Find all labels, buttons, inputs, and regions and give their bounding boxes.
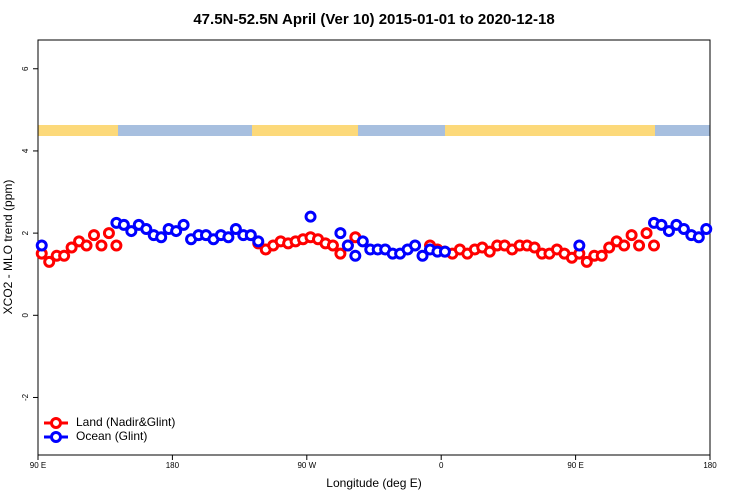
point: [222, 231, 235, 244]
point: [326, 239, 339, 252]
point: [95, 239, 108, 252]
point: [80, 239, 93, 252]
point: [648, 239, 660, 252]
point: [595, 249, 608, 262]
land-segment: [252, 125, 358, 136]
point: [117, 218, 130, 231]
point: [102, 227, 115, 240]
y-tick-label: 6: [21, 66, 30, 71]
point: [170, 225, 183, 238]
y-tick-label: 2: [21, 230, 30, 235]
x-tick-label: 180: [703, 461, 717, 470]
point: [700, 223, 713, 236]
legend-label: Ocean (Glint): [76, 429, 147, 443]
point: [692, 231, 705, 244]
x-tick-label: 90 W: [297, 461, 316, 470]
land-ocean-band: [38, 125, 710, 136]
point: [356, 235, 369, 248]
ocean-segment: [358, 125, 445, 136]
point: [528, 241, 541, 254]
land-segment: [445, 125, 655, 136]
point: [349, 249, 362, 262]
land-segment: [38, 125, 118, 136]
point: [618, 239, 631, 252]
point: [640, 227, 653, 240]
y-tick-label: 4: [21, 148, 30, 153]
point: [633, 239, 646, 252]
ocean-segment: [118, 125, 252, 136]
legend-marker: [50, 417, 62, 429]
point: [304, 210, 317, 223]
point: [341, 239, 354, 252]
point: [334, 247, 347, 260]
y-axis-label: XCO2 - MLO trend (ppm): [1, 180, 15, 315]
point: [125, 225, 138, 238]
point: [677, 223, 690, 236]
point: [334, 227, 347, 240]
point: [409, 239, 422, 252]
point: [483, 245, 496, 258]
y-tick-label: 0: [21, 313, 30, 318]
point: [88, 229, 100, 242]
point: [603, 241, 616, 254]
point: [438, 245, 451, 258]
point: [573, 239, 586, 252]
x-axis-label: Longitude (deg E): [326, 476, 421, 490]
x-tick-label: 180: [166, 461, 180, 470]
point: [662, 225, 675, 238]
point: [244, 229, 257, 242]
point: [625, 229, 638, 242]
legend: Land (Nadir&Glint)Ocean (Glint): [44, 415, 175, 443]
point: [655, 218, 668, 231]
point: [43, 255, 56, 268]
y-tick-label: -2: [21, 393, 30, 401]
point: [580, 255, 593, 268]
point: [229, 223, 242, 236]
legend-label: Land (Nadir&Glint): [76, 415, 175, 429]
point: [140, 223, 153, 236]
point: [65, 241, 78, 254]
point: [58, 249, 71, 262]
x-tick-label: 90 E: [30, 461, 46, 470]
legend-marker: [50, 431, 62, 443]
point: [252, 235, 265, 248]
point: [110, 239, 123, 252]
x-tick-label: 90 E: [567, 461, 583, 470]
point: [35, 239, 48, 252]
ocean-segment: [655, 125, 710, 136]
point: [155, 231, 168, 244]
point: [177, 218, 190, 231]
point: [416, 249, 429, 262]
x-tick-label: 0: [439, 461, 444, 470]
chart-title: 47.5N-52.5N April (Ver 10) 2015-01-01 to…: [193, 11, 554, 28]
